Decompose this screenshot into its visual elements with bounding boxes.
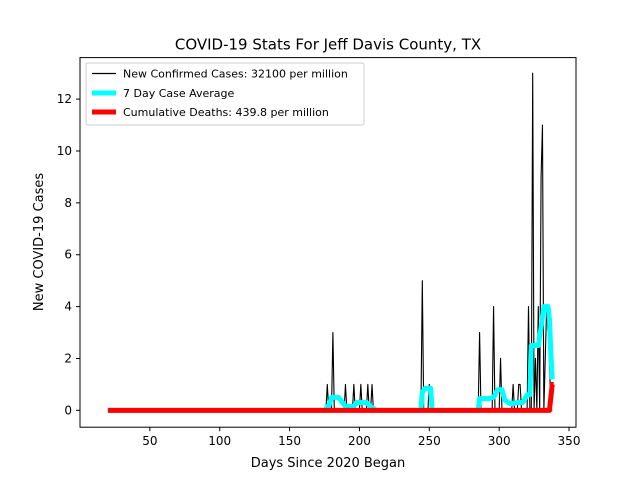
y-tick-label: 2 bbox=[64, 351, 72, 365]
x-tick-label: 100 bbox=[208, 434, 231, 448]
legend: New Confirmed Cases: 32100 per million 7… bbox=[85, 62, 365, 126]
y-axis-ticks: 0 2 4 6 8 10 12 bbox=[57, 92, 80, 417]
y-tick-label: 12 bbox=[57, 92, 72, 106]
x-tick-label: 350 bbox=[558, 434, 581, 448]
legend-label-average: 7 Day Case Average bbox=[123, 87, 235, 100]
chart-title: COVID-19 Stats For Jeff Davis County, TX bbox=[175, 36, 481, 54]
y-axis-label: New COVID-19 Cases bbox=[32, 173, 47, 311]
y-tick-label: 6 bbox=[64, 248, 72, 262]
legend-label-cases: New Confirmed Cases: 32100 per million bbox=[123, 68, 348, 81]
legend-box bbox=[85, 62, 365, 126]
series-line-7-day-average bbox=[107, 304, 555, 413]
x-tick-label: 150 bbox=[278, 434, 301, 448]
x-tick-label: 300 bbox=[488, 434, 511, 448]
series-line-cumulative-deaths bbox=[107, 381, 555, 413]
y-tick-label: 4 bbox=[64, 300, 72, 314]
y-tick-label: 8 bbox=[64, 196, 72, 210]
legend-label-deaths: Cumulative Deaths: 439.8 per million bbox=[123, 106, 329, 119]
series-layer bbox=[107, 72, 555, 413]
x-axis-ticks: 50 100 150 200 250 300 350 bbox=[142, 427, 580, 448]
x-tick-label: 50 bbox=[142, 434, 157, 448]
plot-frame bbox=[79, 57, 577, 428]
x-tick-label: 200 bbox=[348, 434, 371, 448]
x-axis-label: Days Since 2020 Began bbox=[251, 456, 406, 471]
y-tick-label: 10 bbox=[57, 144, 72, 158]
y-tick-label: 0 bbox=[64, 403, 72, 417]
x-tick-label: 250 bbox=[418, 434, 441, 448]
